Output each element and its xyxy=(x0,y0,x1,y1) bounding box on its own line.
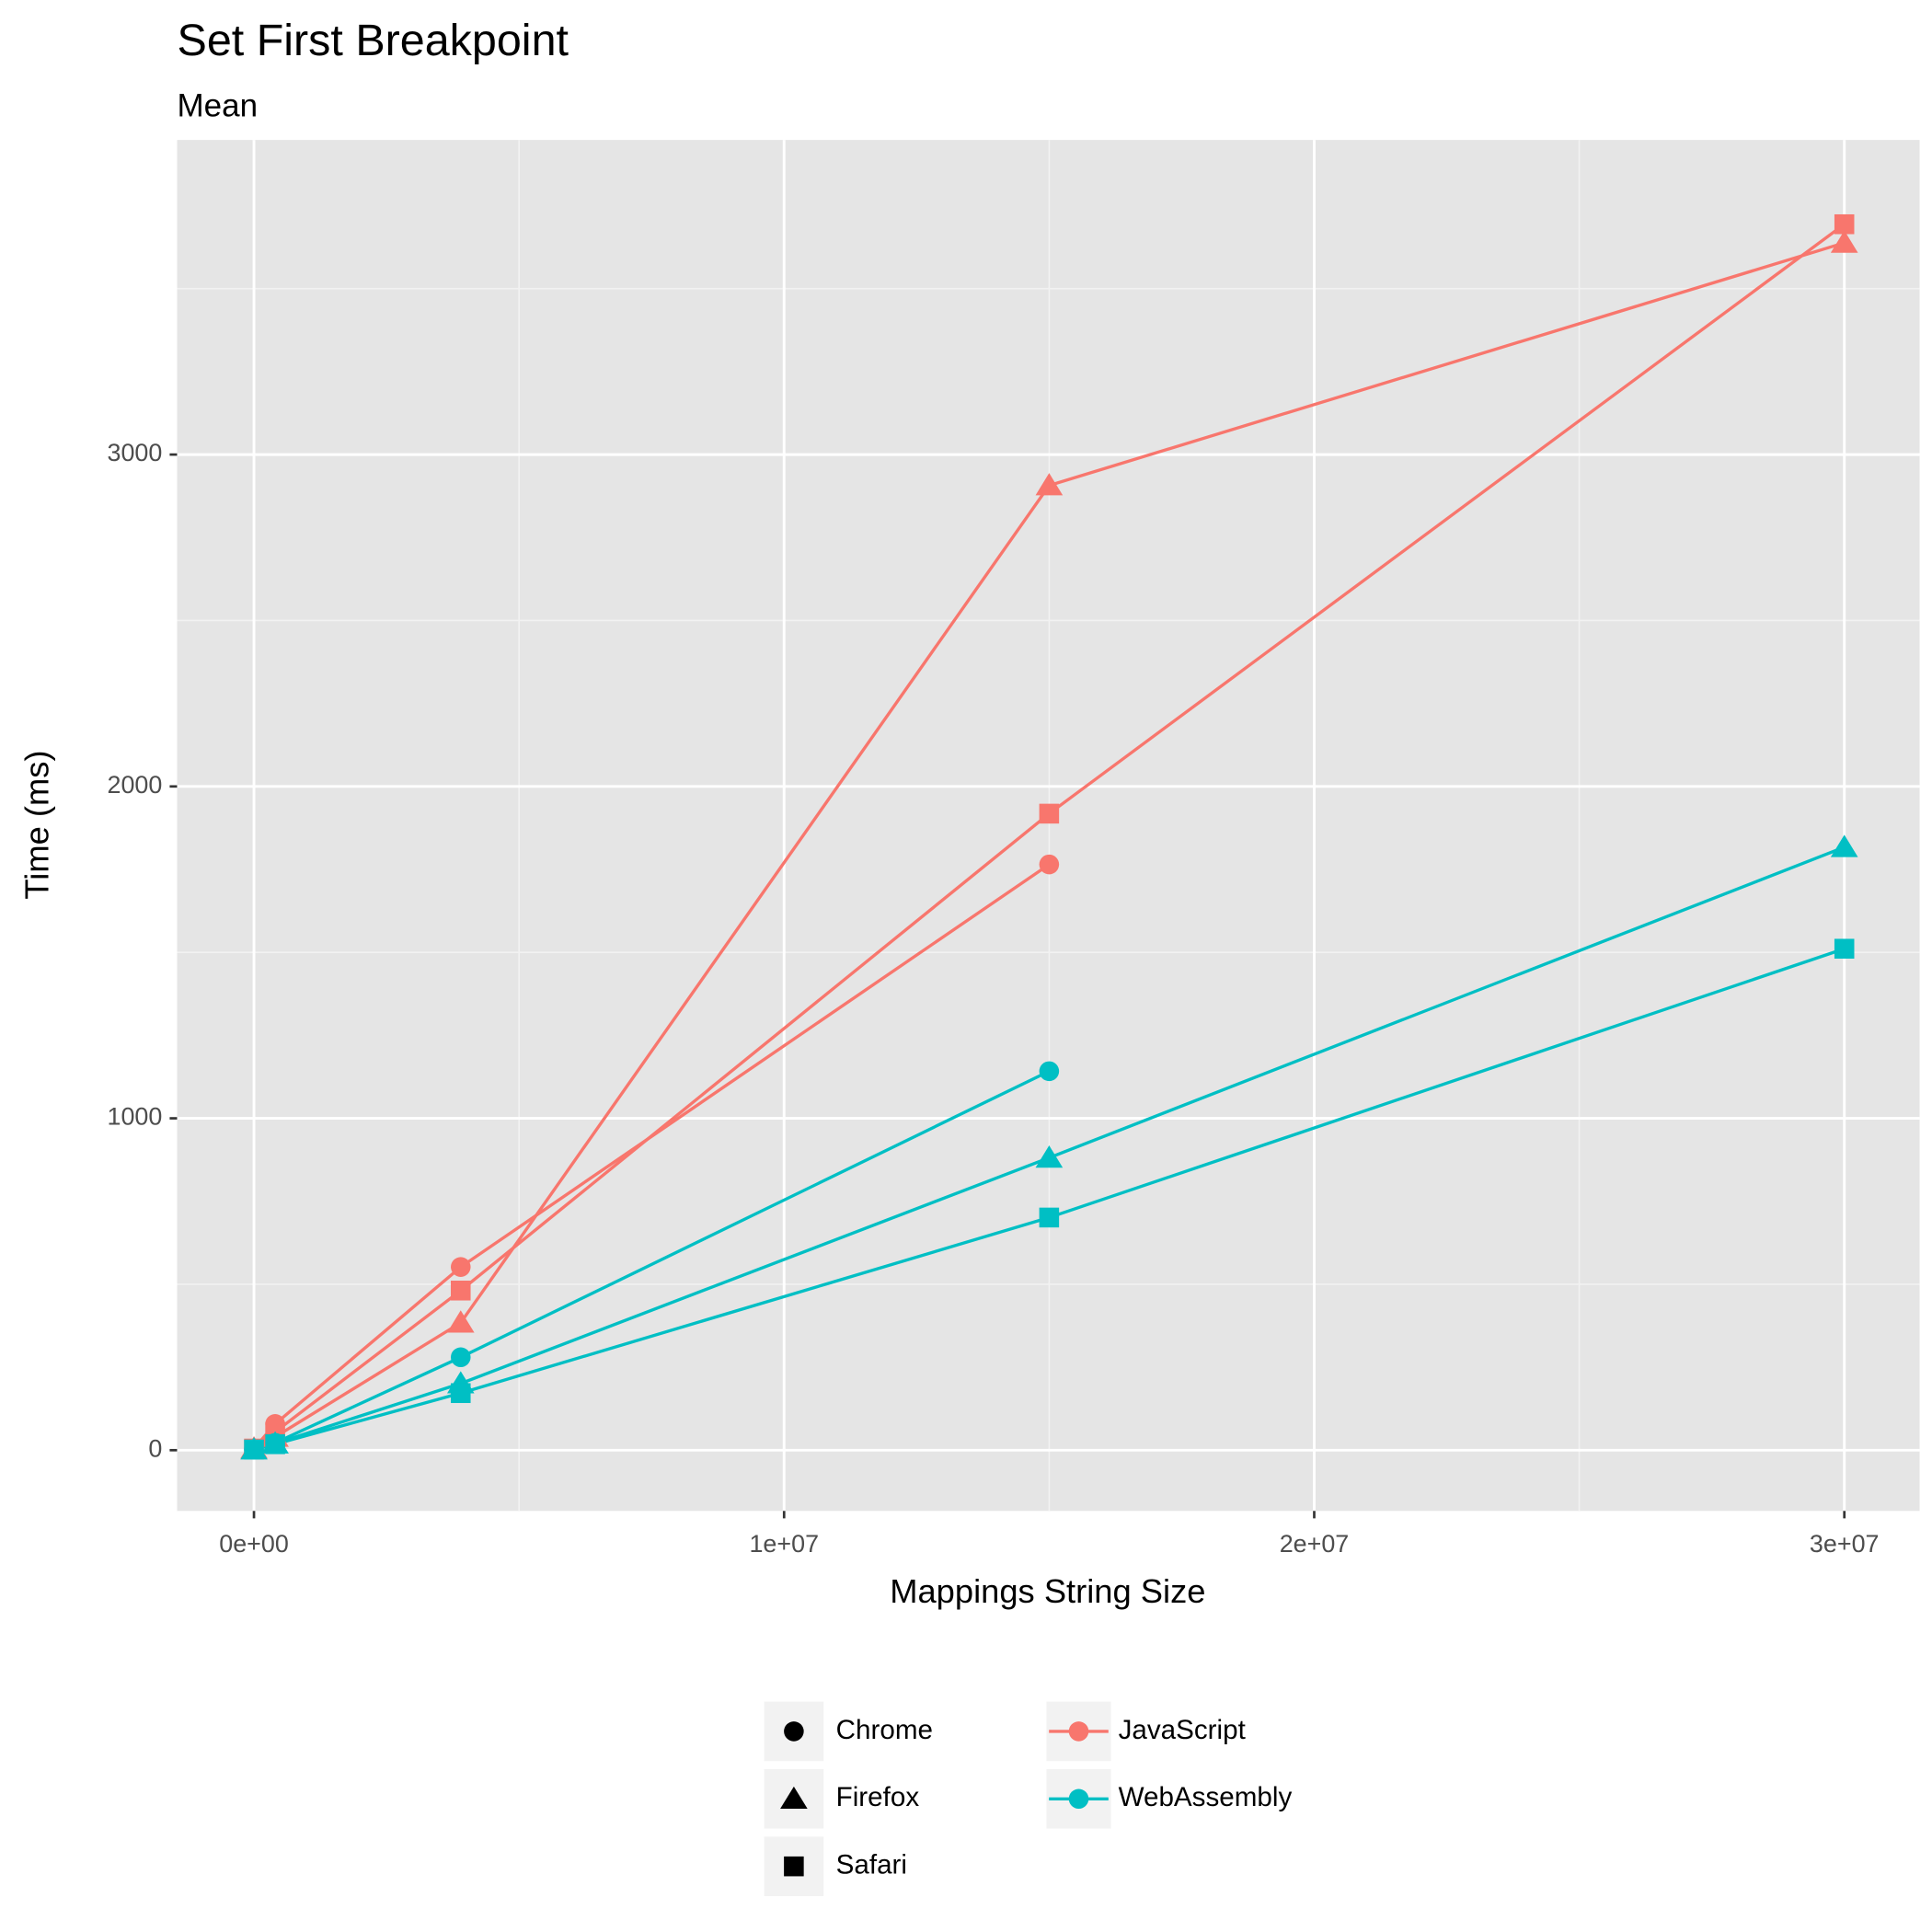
legend-symbol xyxy=(1068,1788,1089,1810)
x-tick-label: 2e+07 xyxy=(1280,1530,1350,1558)
series-line xyxy=(252,863,1051,1450)
legend-symbol xyxy=(1068,1721,1089,1742)
data-point xyxy=(1830,230,1858,253)
x-axis-label: Mappings String Size xyxy=(890,1572,1205,1610)
data-point xyxy=(451,1257,471,1277)
data-point xyxy=(1035,473,1064,496)
data-point xyxy=(1039,1061,1060,1082)
data-point xyxy=(451,1281,471,1301)
legend-label: Chrome xyxy=(836,1715,933,1745)
plot-panel xyxy=(177,140,1920,1512)
data-point xyxy=(1834,213,1855,235)
legend-symbol xyxy=(780,1786,808,1810)
chart-title: Set First Breakpoint xyxy=(178,16,569,65)
y-tick-label: 1000 xyxy=(107,1103,162,1131)
data-point xyxy=(451,1347,471,1368)
legend-label: Firefox xyxy=(836,1782,920,1812)
data-point xyxy=(446,1310,475,1333)
legend-symbol xyxy=(784,1856,804,1877)
data-point xyxy=(1039,803,1060,824)
data-point xyxy=(1039,854,1060,875)
chart-subtitle: Mean xyxy=(178,87,259,123)
legend-label: WebAssembly xyxy=(1119,1782,1293,1812)
y-axis-label: Time (ms) xyxy=(18,750,56,899)
y-tick-label: 2000 xyxy=(107,771,162,799)
data-point xyxy=(244,1439,264,1460)
data-point xyxy=(1035,1145,1064,1168)
x-tick-label: 3e+07 xyxy=(1810,1530,1880,1558)
x-tick-label: 1e+07 xyxy=(749,1530,819,1558)
data-point xyxy=(1039,1207,1060,1228)
data-point xyxy=(1834,938,1855,959)
y-tick-label: 0 xyxy=(148,1434,162,1462)
data-point xyxy=(451,1383,471,1404)
legend-label: JavaScript xyxy=(1119,1715,1247,1745)
x-tick-label: 0e+00 xyxy=(219,1530,289,1558)
legend-label: Safari xyxy=(836,1849,907,1880)
legend-symbol xyxy=(784,1721,804,1742)
y-tick-label: 3000 xyxy=(107,439,162,466)
data-point xyxy=(265,1434,285,1455)
data-point xyxy=(1830,834,1858,857)
